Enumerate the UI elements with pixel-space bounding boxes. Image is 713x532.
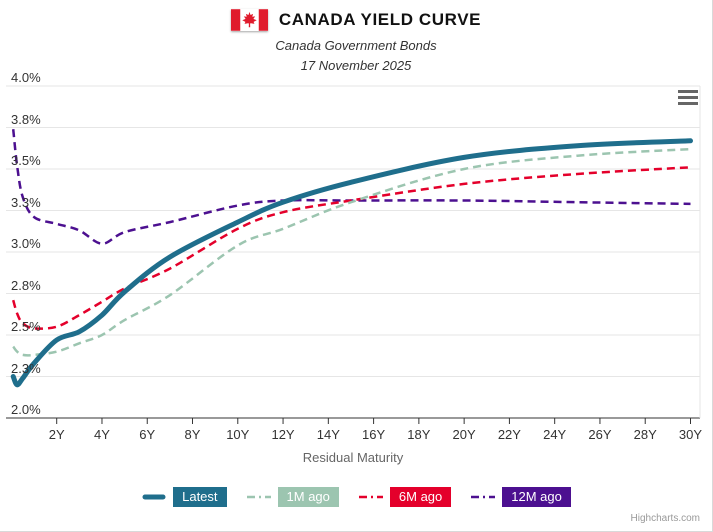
chart-subtitle: Canada Government Bonds xyxy=(275,38,437,53)
legend-item-6m-ago[interactable]: 6M ago xyxy=(358,487,452,507)
y-axis-label: 3.3% xyxy=(11,194,41,210)
series-lines xyxy=(10,129,693,388)
legend-item-latest[interactable]: Latest xyxy=(141,487,227,507)
x-axis-label: 30Y xyxy=(678,427,703,442)
x-axis-label: 14Y xyxy=(316,427,340,442)
legend-label: 12M ago xyxy=(502,487,571,507)
series-line-latest[interactable] xyxy=(10,138,693,388)
x-axis-label: 28Y xyxy=(633,427,657,442)
canada-flag-icon xyxy=(230,9,268,31)
x-axis-label: 8Y xyxy=(184,427,201,442)
x-axis-label: 18Y xyxy=(407,427,431,442)
legend-item-12m-ago[interactable]: 12M ago xyxy=(470,487,571,507)
x-axis-title: Residual Maturity xyxy=(302,450,404,465)
chart-title: CANADA YIELD CURVE xyxy=(278,10,482,29)
series-line-6m-ago[interactable] xyxy=(11,166,691,330)
legend-line-sample xyxy=(358,495,383,499)
highcharts-credit[interactable]: Highcharts.com xyxy=(630,513,700,524)
x-axis-label: 4Y xyxy=(94,427,110,442)
legend-line-sample xyxy=(246,495,271,499)
legend-label: 6M ago xyxy=(389,487,452,507)
hamburger-menu-icon[interactable] xyxy=(678,90,698,105)
x-axis-label: 10Y xyxy=(226,427,250,442)
x-axis-ticks xyxy=(56,418,691,424)
gridlines xyxy=(6,85,701,419)
x-axis-label: 6Y xyxy=(139,427,156,442)
y-axis-label: 2.3% xyxy=(11,360,41,376)
y-axis-label: 2.0% xyxy=(11,402,41,417)
series-line-12m-ago[interactable] xyxy=(11,129,691,245)
chart-date: 17 November 2025 xyxy=(300,58,412,73)
title-row: CANADA YIELD CURVE xyxy=(0,9,712,31)
x-axis-label: 26Y xyxy=(588,427,612,442)
x-axis-label: 22Y xyxy=(497,427,521,442)
legend-item-1m-ago[interactable]: 1M ago xyxy=(246,487,339,507)
x-axis-label: 24Y xyxy=(543,427,567,442)
legend-line-sample xyxy=(142,494,166,500)
x-axis-label: 2Y xyxy=(48,427,65,442)
series-line-1m-ago[interactable] xyxy=(12,147,691,357)
y-axis-label: 2.5% xyxy=(11,319,41,334)
y-axis-label: 3.8% xyxy=(11,111,41,127)
y-axis-label: 3.0% xyxy=(11,236,41,251)
x-axis-label: 16Y xyxy=(362,427,386,442)
legend-line-sample xyxy=(471,495,496,499)
legend-label: 1M ago xyxy=(277,487,339,507)
y-axis-label: 4.0% xyxy=(11,70,41,85)
legend-label: Latest xyxy=(173,487,227,507)
y-axis-label: 3.5% xyxy=(11,153,41,168)
x-axis-label: 20Y xyxy=(452,427,476,442)
legend: Latest 1M ago 6M ago 12M ago xyxy=(0,487,712,507)
y-axis-label: 2.8% xyxy=(11,277,41,293)
chart-header: CANADA YIELD CURVE Canada Government Bon… xyxy=(0,9,712,73)
x-axis-label: 12Y xyxy=(271,427,295,442)
